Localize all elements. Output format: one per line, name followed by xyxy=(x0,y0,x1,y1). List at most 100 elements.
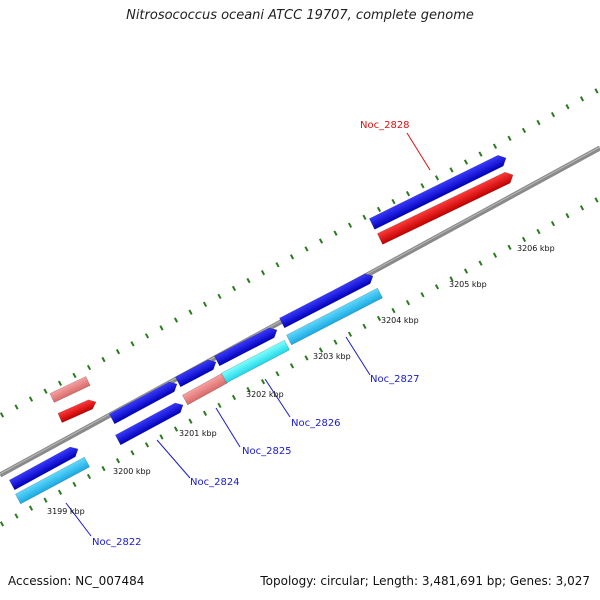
cds-highlight-light xyxy=(181,372,229,406)
scale-tick xyxy=(289,363,295,369)
scale-tick xyxy=(101,356,106,363)
scale-tick xyxy=(478,151,483,157)
scale-tick xyxy=(536,228,541,235)
scale-tick xyxy=(246,386,251,393)
cds-forward xyxy=(368,154,507,230)
map-title: Nitrosococcus oceani ATCC 19707, complet… xyxy=(126,8,474,23)
scale-tick xyxy=(347,222,353,228)
cds-forward xyxy=(108,381,178,425)
scale-tick xyxy=(304,246,309,252)
scale-tick xyxy=(478,260,483,266)
label-leader-line xyxy=(406,132,431,171)
scale-tick xyxy=(405,299,411,306)
scale-tick xyxy=(492,143,498,149)
scale-tick xyxy=(492,252,498,258)
gene-features xyxy=(8,154,514,505)
scale-tick xyxy=(217,402,222,409)
scale-tick xyxy=(86,473,92,480)
scale-tick xyxy=(86,364,92,371)
scale-tick xyxy=(43,497,48,503)
gene-label: Noc_2822 xyxy=(92,537,142,548)
genome-summary-text: Topology: circular; Length: 3,481,691 bp… xyxy=(260,574,590,588)
scale-tick xyxy=(14,513,19,519)
scale-tick xyxy=(376,315,382,322)
scale-tick xyxy=(28,505,34,511)
scale-tick xyxy=(565,213,570,219)
scale-tick xyxy=(173,317,179,323)
scale-tick xyxy=(391,307,396,314)
scale-label: 3201 kbp xyxy=(179,429,217,438)
scale-tick xyxy=(594,88,599,94)
scale-tick xyxy=(420,183,425,189)
scale-label: 3200 kbp xyxy=(113,467,151,476)
scale-tick xyxy=(260,378,266,385)
label-leaders xyxy=(65,132,431,537)
scale-label: 3202 kbp xyxy=(246,390,284,399)
scale-label: 3204 kbp xyxy=(381,316,419,325)
scale-tick xyxy=(318,238,324,244)
gene-label: Noc_2824 xyxy=(190,477,240,488)
scale-label: 3203 kbp xyxy=(313,352,351,361)
scale-tick xyxy=(275,371,280,377)
scale-label: 3206 kbp xyxy=(517,244,555,253)
cds-forward xyxy=(279,273,374,329)
scale-tick xyxy=(434,175,440,181)
scale-tick xyxy=(115,349,121,355)
scale-tick xyxy=(434,284,440,290)
gene-label: Noc_2827 xyxy=(370,374,420,385)
scale-tick xyxy=(550,111,556,118)
scale-tick xyxy=(202,410,208,416)
scale-tick xyxy=(449,276,454,282)
scale-tick xyxy=(188,418,193,424)
cds-reverse-light xyxy=(221,339,290,384)
scale-tick xyxy=(159,434,164,440)
scale-tick xyxy=(144,442,150,448)
cds-forward xyxy=(214,327,278,367)
gene-label: Noc_2825 xyxy=(242,446,292,457)
scale-tick xyxy=(318,347,324,353)
scale-tick xyxy=(202,301,208,307)
cds-forward xyxy=(175,359,217,388)
cds-reverse xyxy=(14,456,91,505)
label-leader-line xyxy=(65,502,92,537)
scale-tick xyxy=(391,198,396,205)
scale-tick xyxy=(521,127,527,134)
scale-tick xyxy=(0,521,5,527)
scale-tick xyxy=(231,285,237,292)
scale-tick xyxy=(304,355,309,361)
scale-tick xyxy=(536,119,541,126)
scale-tick xyxy=(130,341,135,347)
scale-tick xyxy=(275,262,280,268)
scale-tick xyxy=(173,426,179,432)
scale-tick xyxy=(57,380,63,386)
label-leader-line xyxy=(156,439,191,479)
gene-label: Noc_2826 xyxy=(291,418,341,429)
scale-tick xyxy=(579,205,585,211)
scale-tick xyxy=(507,244,512,250)
cds-highlight xyxy=(376,171,514,245)
accession-text: Accession: NC_007484 xyxy=(8,574,145,588)
scale-tick xyxy=(188,309,193,315)
label-leader-line xyxy=(345,336,371,376)
scale-tick xyxy=(333,230,338,236)
scale-tick xyxy=(289,254,295,260)
scale-tick xyxy=(14,404,19,410)
scale-tick xyxy=(72,481,77,488)
scale-ticks xyxy=(0,88,599,527)
scale-tick xyxy=(362,214,367,221)
scale-tick xyxy=(28,396,34,402)
scale-tick xyxy=(463,159,469,165)
scale-tick xyxy=(347,331,353,337)
scale-tick xyxy=(333,339,338,345)
label-leader-line xyxy=(215,407,241,448)
scale-tick xyxy=(159,325,164,331)
scale-labels: 3199 kbp 3200 kbp 3201 kbp 3202 kbp 3203 kbp… xyxy=(47,244,555,516)
scale-tick xyxy=(260,269,266,276)
scale-tick xyxy=(405,190,411,197)
scale-tick xyxy=(362,323,367,330)
scale-tick xyxy=(463,268,469,274)
gene-label: Noc_2828 xyxy=(360,120,410,131)
scale-tick xyxy=(550,220,556,227)
cds-reverse xyxy=(286,287,383,346)
